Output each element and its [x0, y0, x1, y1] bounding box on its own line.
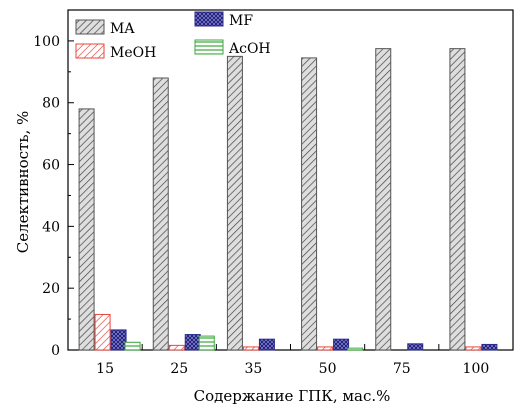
- legend-label-acoh: AcOH: [228, 41, 271, 57]
- x-axis: 15 25 35 50 75 100: [67, 344, 514, 377]
- legend-swatch-mf: [194, 11, 224, 27]
- bar-meoh-25: [168, 344, 185, 351]
- legend: MA MeOH MF AcOH: [75, 11, 271, 61]
- legend-swatch-meoh: [75, 43, 105, 59]
- bar-ma-35: [226, 55, 243, 351]
- legend-label-ma: MA: [110, 21, 135, 37]
- x-tick-label: 75: [393, 361, 411, 377]
- bar-meoh-35: [242, 346, 259, 351]
- y-tick-label: 60: [42, 158, 60, 174]
- x-tick-label: 100: [463, 361, 490, 377]
- bars: [78, 48, 498, 351]
- y-tick-label: 0: [51, 343, 60, 359]
- y-tick-label: 80: [42, 96, 60, 112]
- bar-mf-15: [110, 329, 127, 351]
- bar-meoh-50: [317, 346, 334, 351]
- legend-label-meoh: MeOH: [110, 45, 156, 61]
- y-axis: 0 20 40 60 80 100: [33, 34, 74, 359]
- y-tick-label: 100: [33, 34, 60, 50]
- x-tick-label: 35: [245, 361, 263, 377]
- x-tick-label: 15: [96, 361, 114, 377]
- bar-acoh-15: [124, 341, 141, 351]
- y-tick-label: 20: [42, 281, 60, 297]
- bar-ma-100: [449, 48, 466, 351]
- bar-mf-25: [184, 334, 201, 351]
- bar-acoh-50: [347, 347, 364, 351]
- bar-acoh-25: [198, 335, 215, 351]
- bar-mf-50: [333, 338, 350, 351]
- bar-ma-25: [152, 77, 169, 351]
- bar-ma-50: [301, 57, 318, 351]
- y-tick-label: 40: [42, 219, 60, 235]
- x-tick-label: 50: [319, 361, 337, 377]
- legend-swatch-ma: [75, 19, 105, 35]
- bar-mf-100: [481, 343, 498, 351]
- x-tick-label: 25: [170, 361, 188, 377]
- x-axis-title: Содержание ГПК, мас.%: [194, 387, 391, 405]
- bar-meoh-15: [94, 313, 111, 351]
- legend-swatch-acoh: [194, 39, 224, 55]
- bar-mf-75: [407, 343, 424, 351]
- plot-border: [67, 9, 514, 351]
- bar-meoh-100: [465, 346, 482, 351]
- y-axis-title: Селективность, %: [14, 111, 32, 254]
- bar-mf-35: [258, 338, 275, 351]
- bar-ma-15: [78, 108, 95, 351]
- bar-ma-75: [375, 48, 392, 351]
- plot-frame: [67, 9, 514, 351]
- legend-label-mf: MF: [229, 13, 253, 29]
